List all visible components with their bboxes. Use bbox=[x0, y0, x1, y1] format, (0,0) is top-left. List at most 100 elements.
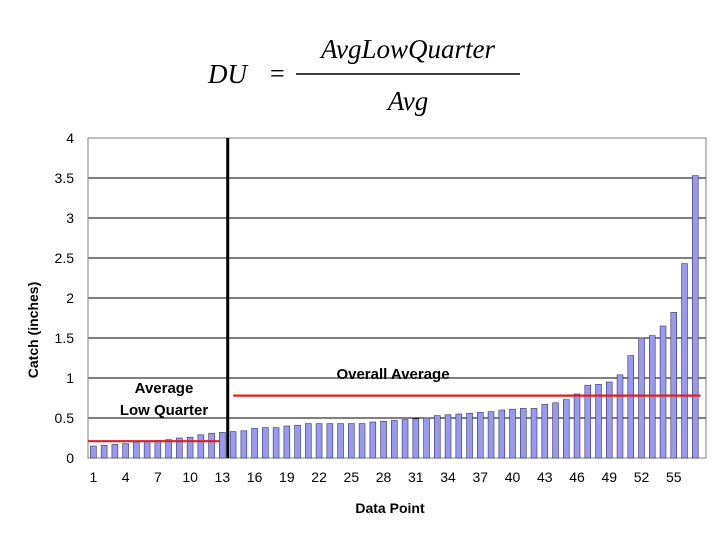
overall-average-label: Overall Average bbox=[336, 366, 449, 383]
x-tick-label: 19 bbox=[279, 469, 295, 485]
y-tick-label: 3 bbox=[66, 210, 74, 226]
bar bbox=[337, 423, 344, 459]
x-tick-label: 43 bbox=[537, 469, 553, 485]
bar bbox=[520, 408, 527, 459]
x-tick-label: 52 bbox=[634, 469, 650, 485]
bar bbox=[251, 428, 258, 459]
bar bbox=[649, 335, 656, 459]
bar bbox=[154, 440, 162, 459]
bar bbox=[466, 412, 473, 459]
x-tick-label: 55 bbox=[666, 469, 682, 485]
bar bbox=[477, 412, 484, 459]
x-tick-label: 16 bbox=[247, 469, 263, 485]
bar bbox=[380, 420, 387, 459]
bar bbox=[186, 436, 194, 459]
x-tick-label: 28 bbox=[376, 469, 392, 485]
bar bbox=[530, 408, 538, 459]
bar bbox=[412, 418, 420, 459]
bar bbox=[681, 263, 688, 459]
bar bbox=[455, 413, 463, 459]
bar bbox=[176, 437, 183, 459]
bar bbox=[111, 444, 119, 459]
bar bbox=[401, 419, 409, 459]
bar bbox=[391, 420, 398, 459]
bar bbox=[444, 414, 452, 459]
y-axis-title: Catch (inches) bbox=[25, 282, 41, 378]
bar bbox=[659, 325, 667, 459]
bar bbox=[208, 432, 215, 459]
bar bbox=[197, 434, 205, 459]
bar bbox=[262, 427, 269, 459]
x-tick-label: 31 bbox=[408, 469, 424, 485]
bar bbox=[358, 423, 366, 459]
bar bbox=[573, 393, 581, 459]
bar bbox=[294, 424, 301, 459]
y-tick-label: 1.5 bbox=[55, 330, 75, 346]
bar bbox=[670, 312, 678, 459]
bar bbox=[315, 423, 323, 459]
formula-numerator: AvgLowQuarter bbox=[319, 34, 496, 64]
x-axis-ticks: 1 4 7 10 13 16 19 22 25 28 31 34 37 40 43 46 49 52 55 bbox=[89, 469, 681, 485]
formula-equals: = bbox=[270, 59, 285, 88]
bar bbox=[283, 425, 291, 459]
bar bbox=[434, 415, 441, 459]
catch-chart: 0 0.5 1 1.5 2 2.5 3 3.5 4 1 4 7 10 13 16 19 22 25 28 31 34 3… bbox=[25, 130, 707, 516]
du-formula: DU = AvgLowQuarter Avg bbox=[207, 34, 520, 116]
bar bbox=[423, 417, 430, 459]
x-tick-label: 1 bbox=[89, 469, 97, 485]
bar bbox=[487, 411, 495, 459]
x-tick-label: 34 bbox=[440, 469, 456, 485]
reference-lines bbox=[88, 138, 701, 458]
bar-series bbox=[90, 175, 699, 459]
y-tick-label: 3.5 bbox=[55, 170, 75, 186]
x-tick-label: 40 bbox=[505, 469, 521, 485]
bar bbox=[563, 399, 570, 459]
bar bbox=[229, 431, 237, 459]
bar bbox=[638, 337, 645, 459]
bar bbox=[509, 408, 516, 459]
x-tick-label: 37 bbox=[473, 469, 489, 485]
y-tick-label: 4 bbox=[66, 130, 74, 146]
bar bbox=[584, 384, 592, 459]
y-tick-label: 0 bbox=[66, 450, 74, 466]
bar bbox=[595, 384, 602, 459]
bar bbox=[122, 443, 129, 459]
x-tick-label: 46 bbox=[569, 469, 585, 485]
bar bbox=[606, 381, 613, 459]
bar bbox=[143, 440, 151, 459]
bar bbox=[616, 374, 624, 459]
x-axis-title: Data Point bbox=[355, 500, 425, 516]
bar bbox=[100, 444, 108, 459]
x-tick-label: 25 bbox=[344, 469, 360, 485]
y-tick-label: 1 bbox=[66, 370, 74, 386]
bar bbox=[552, 402, 559, 459]
formula-denominator: Avg bbox=[386, 86, 429, 116]
bar bbox=[165, 439, 172, 459]
low-quarter-label-line1: Average bbox=[135, 380, 194, 397]
bar bbox=[541, 404, 549, 459]
x-tick-label: 4 bbox=[122, 469, 130, 485]
x-tick-label: 22 bbox=[311, 469, 327, 485]
bar bbox=[369, 421, 377, 459]
y-tick-label: 0.5 bbox=[55, 410, 75, 426]
x-tick-label: 7 bbox=[154, 469, 162, 485]
bar bbox=[240, 430, 248, 459]
bar bbox=[133, 441, 140, 459]
x-tick-label: 10 bbox=[182, 469, 198, 485]
x-tick-label: 13 bbox=[215, 469, 231, 485]
bar bbox=[498, 409, 506, 459]
bar bbox=[272, 427, 280, 459]
formula-lhs: DU bbox=[207, 59, 248, 89]
bar bbox=[348, 423, 355, 459]
y-tick-label: 2 bbox=[66, 290, 74, 306]
low-quarter-label-line2: Low Quarter bbox=[120, 402, 209, 419]
bar bbox=[90, 445, 97, 459]
x-tick-label: 49 bbox=[601, 469, 617, 485]
y-tick-label: 2.5 bbox=[55, 250, 75, 266]
bar bbox=[305, 423, 312, 459]
bar bbox=[219, 432, 226, 459]
bar bbox=[326, 423, 334, 459]
y-axis-ticks: 0 0.5 1 1.5 2 2.5 3 3.5 4 bbox=[55, 130, 75, 466]
bar bbox=[691, 175, 699, 459]
bar bbox=[627, 355, 635, 459]
